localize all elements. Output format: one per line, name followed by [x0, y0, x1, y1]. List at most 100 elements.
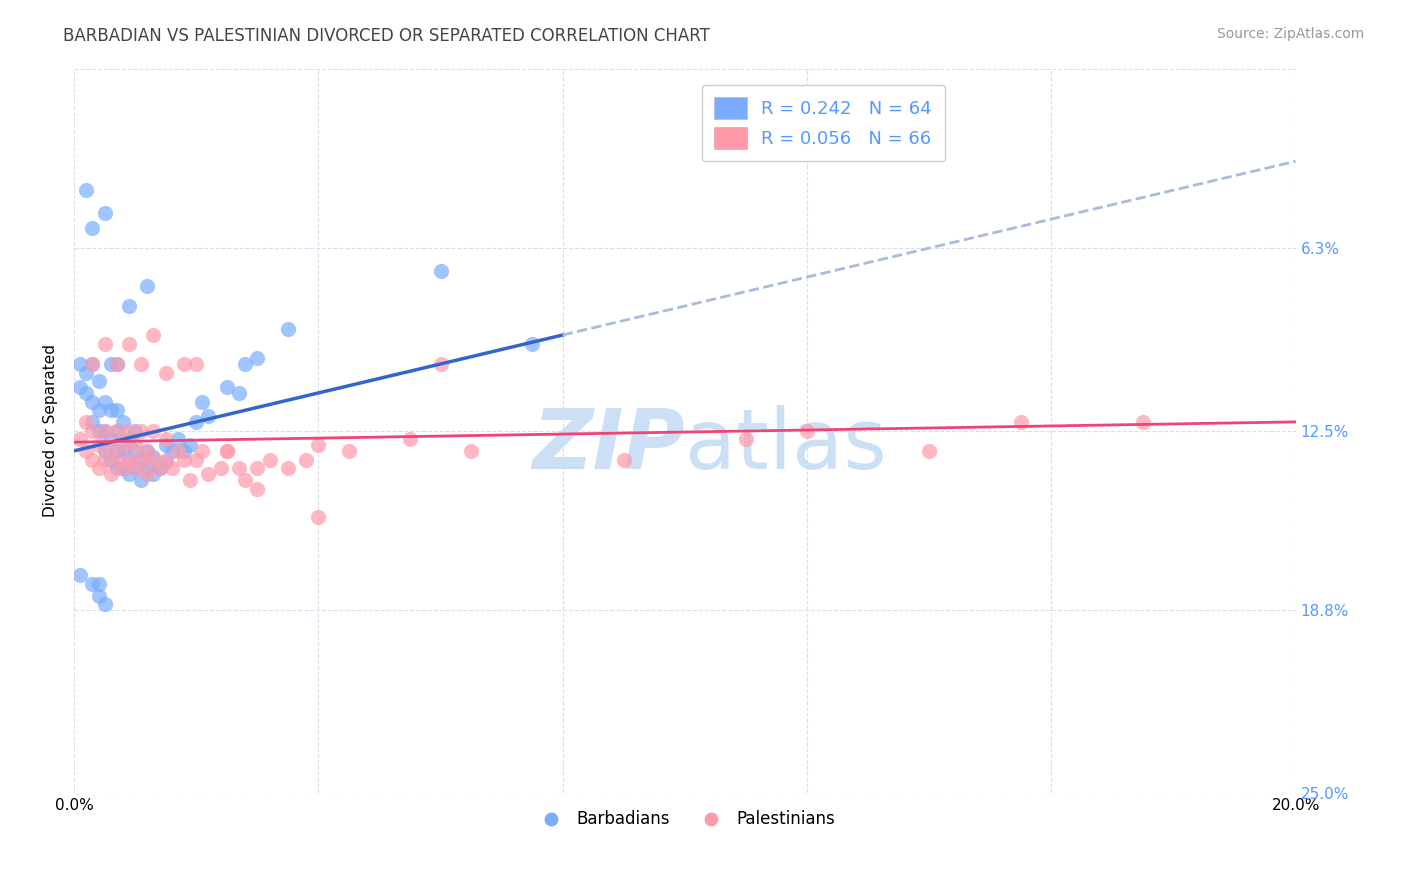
Point	[93, 206, 115, 220]
Point	[87, 424, 110, 438]
Point	[129, 424, 152, 438]
Point	[136, 467, 159, 481]
Point	[105, 403, 128, 417]
Point	[460, 443, 482, 458]
Point	[228, 386, 250, 401]
Point	[129, 452, 152, 467]
Point	[155, 455, 177, 469]
Point	[118, 467, 141, 481]
Point	[155, 432, 177, 446]
Point	[82, 394, 104, 409]
Point	[111, 461, 134, 475]
Point	[155, 438, 177, 452]
Point	[82, 452, 104, 467]
Point	[142, 452, 165, 467]
Point	[796, 424, 818, 438]
Point	[307, 510, 329, 524]
Point	[1010, 415, 1032, 429]
Point	[100, 443, 122, 458]
Point	[118, 336, 141, 351]
Point	[105, 424, 128, 438]
Point	[100, 467, 122, 481]
Point	[111, 461, 134, 475]
Point	[197, 409, 219, 423]
Text: BARBADIAN VS PALESTINIAN DIVORCED OR SEPARATED CORRELATION CHART: BARBADIAN VS PALESTINIAN DIVORCED OR SEP…	[63, 27, 710, 45]
Point	[105, 443, 128, 458]
Point	[277, 461, 299, 475]
Point	[93, 394, 115, 409]
Point	[215, 380, 238, 394]
Point	[191, 443, 214, 458]
Point	[69, 432, 91, 446]
Point	[100, 452, 122, 467]
Point	[69, 357, 91, 371]
Point	[87, 403, 110, 417]
Point	[186, 452, 208, 467]
Point	[918, 443, 941, 458]
Point	[75, 386, 97, 401]
Point	[93, 443, 115, 458]
Point	[93, 424, 115, 438]
Point	[118, 452, 141, 467]
Point	[295, 452, 318, 467]
Point	[173, 452, 195, 467]
Point	[75, 443, 97, 458]
Point	[149, 461, 172, 475]
Point	[142, 328, 165, 343]
Point	[136, 461, 159, 475]
Point	[75, 183, 97, 197]
Point	[105, 424, 128, 438]
Point	[233, 357, 256, 371]
Point	[173, 357, 195, 371]
Point	[105, 461, 128, 475]
Point	[93, 424, 115, 438]
Point	[307, 438, 329, 452]
Point	[197, 467, 219, 481]
Point	[75, 366, 97, 380]
Point	[82, 220, 104, 235]
Point	[155, 366, 177, 380]
Point	[100, 432, 122, 446]
Point	[246, 461, 269, 475]
Text: Source: ZipAtlas.com: Source: ZipAtlas.com	[1216, 27, 1364, 41]
Point	[82, 357, 104, 371]
Point	[136, 278, 159, 293]
Point	[124, 461, 146, 475]
Point	[179, 438, 201, 452]
Point	[118, 452, 141, 467]
Point	[118, 432, 141, 446]
Point	[124, 424, 146, 438]
Point	[186, 357, 208, 371]
Point	[233, 473, 256, 487]
Point	[82, 577, 104, 591]
Point	[173, 443, 195, 458]
Point	[111, 438, 134, 452]
Point	[209, 461, 232, 475]
Point	[87, 438, 110, 452]
Point	[142, 450, 165, 464]
Point	[735, 432, 758, 446]
Point	[228, 461, 250, 475]
Point	[111, 443, 134, 458]
Point	[160, 461, 183, 475]
Point	[82, 424, 104, 438]
Point	[142, 424, 165, 438]
Y-axis label: Divorced or Separated: Divorced or Separated	[44, 344, 58, 517]
Text: atlas: atlas	[685, 405, 887, 485]
Point	[1132, 415, 1154, 429]
Point	[87, 589, 110, 603]
Point	[124, 438, 146, 452]
Point	[75, 415, 97, 429]
Point	[429, 264, 451, 278]
Point	[337, 443, 360, 458]
Point	[69, 568, 91, 582]
Point	[118, 299, 141, 313]
Point	[613, 452, 636, 467]
Point	[136, 443, 159, 458]
Text: ZIP: ZIP	[533, 405, 685, 485]
Point	[160, 443, 183, 458]
Legend: Barbadians, Palestinians: Barbadians, Palestinians	[527, 804, 842, 835]
Point	[186, 415, 208, 429]
Point	[179, 473, 201, 487]
Point	[246, 351, 269, 366]
